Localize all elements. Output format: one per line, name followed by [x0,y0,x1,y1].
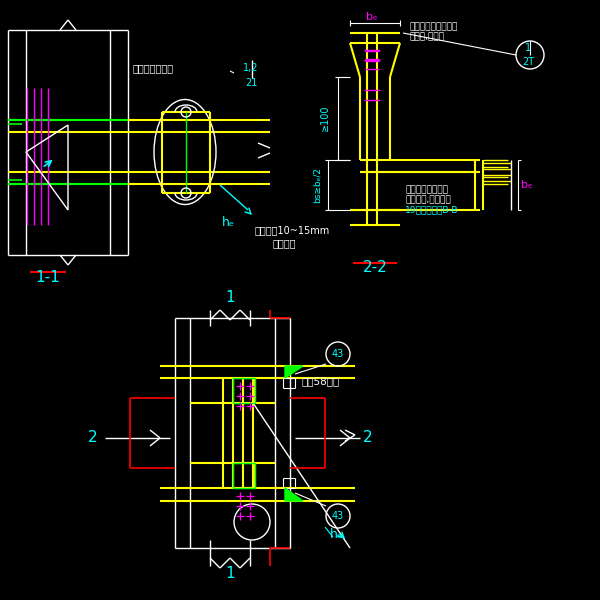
Text: 1,2: 1,2 [243,63,259,73]
Text: hₑ: hₑ [222,215,235,229]
Text: 21: 21 [245,78,257,88]
Bar [233,378,255,403]
Text: hₑ: hₑ [330,527,343,541]
Text: 1: 1 [225,566,235,581]
Text: 1: 1 [225,290,235,305]
Text: 1-1: 1-1 [35,269,61,284]
Text: 19页中的剔面B-B: 19页中的剔面B-B [405,205,458,214]
Text: 当腹板采用工地焊缝: 当腹板采用工地焊缝 [410,22,458,31]
Text: bs≥bₑ/2: bs≥bₑ/2 [313,167,322,203]
Text: 43: 43 [332,511,344,521]
Text: 按衢58选用: 按衢58选用 [302,376,340,386]
Polygon shape [285,366,303,378]
Text: 1: 1 [525,43,531,53]
Text: 2: 2 [88,431,98,445]
Text: 43: 43 [332,349,344,359]
Text: bₑ: bₑ [366,12,378,22]
Text: 2T: 2T [522,57,534,67]
Text: 至少留出10~15mm: 至少留出10~15mm [255,225,330,235]
Text: 当腹板采用工地焊: 当腹板采用工地焊 [405,185,448,194]
Text: 连接时,可参见: 连接时,可参见 [410,32,445,41]
Polygon shape [285,488,303,501]
Bar [233,463,255,488]
Text: 2: 2 [363,431,373,445]
Text: 2-2: 2-2 [362,259,388,275]
Text: 以便施焺: 以便施焺 [273,238,296,248]
Text: ≥100: ≥100 [320,105,330,131]
Text: 缝连接时,可参见第: 缝连接时,可参见第 [405,196,451,205]
Text: 有两种作法详见: 有两种作法详见 [133,63,174,73]
Text: bₑ: bₑ [521,180,533,190]
